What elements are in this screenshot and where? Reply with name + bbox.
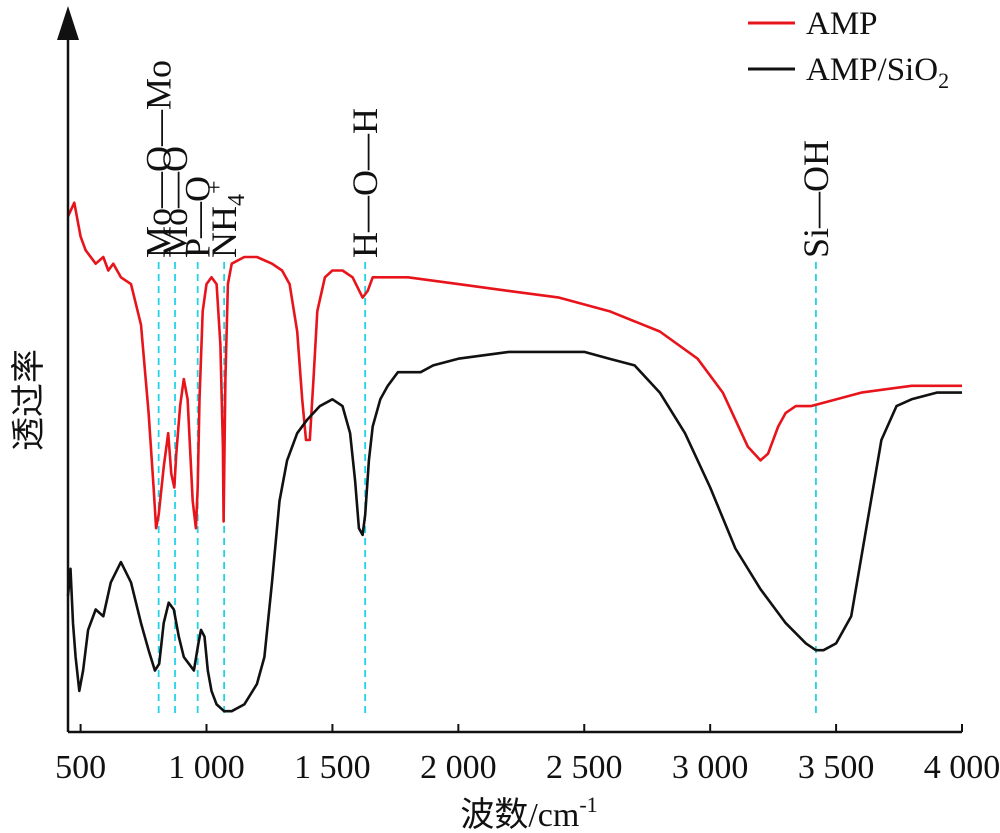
peak-annotation: Si—OH — [796, 140, 836, 258]
y-axis-title: 透过率 — [10, 349, 48, 451]
series-line-amp-sio2 — [66, 350, 962, 713]
x-tick-label: 3 000 — [672, 749, 749, 786]
x-axis-title: 波数/cm-1 — [460, 792, 597, 833]
legend-label-amp-sio2: AMP/SiO2 — [806, 52, 949, 93]
x-tick-label: 1 000 — [168, 749, 245, 786]
x-tick-label: 1 500 — [294, 749, 371, 786]
series-line-amp — [66, 201, 962, 530]
peak-annotation: H—O—H — [345, 108, 385, 258]
series-curves — [66, 201, 962, 713]
reference-lines — [157, 262, 817, 716]
x-tick-label: 2 500 — [546, 749, 623, 786]
x-tick-label: 500 — [55, 749, 106, 786]
peak-annotation: NH4+ — [202, 180, 250, 258]
peak-annotation: Mo—O—Mo — [139, 60, 179, 258]
x-tick-label: 4 000 — [924, 749, 1000, 786]
x-ticks: 500 1 000 1 500 2 000 2 500 3 000 3 500 4 000 — [55, 724, 1000, 786]
x-tick-label: 2 000 — [420, 749, 497, 786]
x-tick-label: 3 500 — [798, 749, 875, 786]
peak-annotation: P—O — [178, 176, 218, 258]
legend-label-amp: AMP — [806, 6, 878, 42]
y-axis-arrow — [57, 6, 79, 40]
legend: AMP AMP/SiO2 — [748, 6, 949, 93]
peak-annotation: Mo—O — [155, 146, 195, 258]
